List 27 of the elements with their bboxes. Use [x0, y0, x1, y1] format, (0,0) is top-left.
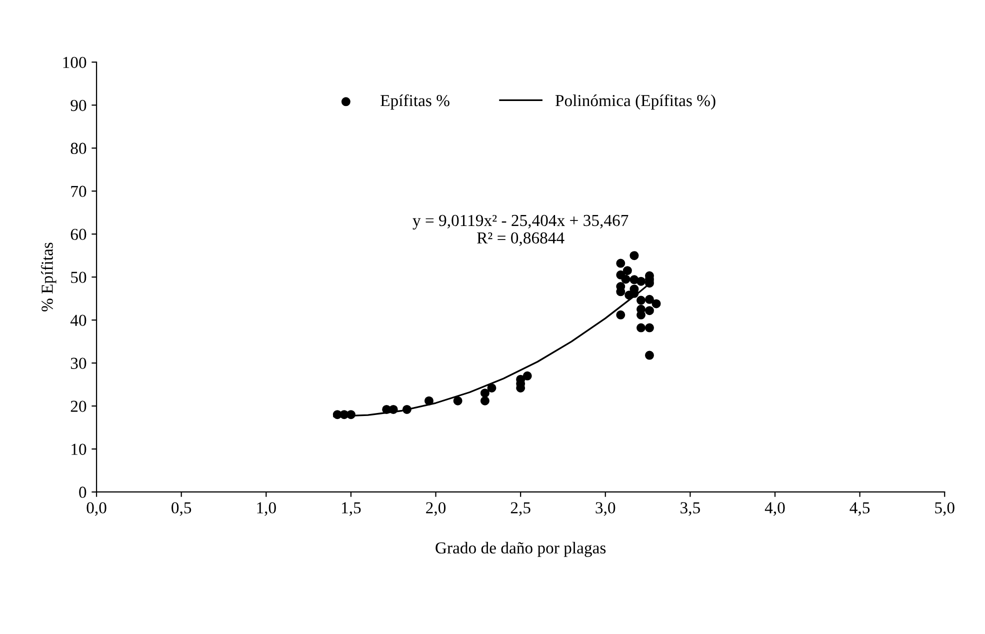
y-tick-label: 20: [70, 400, 86, 412]
x-tick-label: 5,0: [935, 502, 954, 516]
x-tick-label: 2,5: [510, 502, 530, 516]
x-tick-label: 1,5: [342, 502, 361, 516]
y-tick-label: 70: [71, 186, 86, 198]
y-tick-label: 100: [63, 56, 86, 68]
x-tick-label: 4,5: [850, 502, 870, 516]
y-axis-title: % Epífitas: [40, 242, 56, 312]
x-tick-label: 3,5: [680, 502, 700, 516]
x-tick-label: 2,0: [426, 502, 446, 516]
x-axis-title: Grado de daño por plagas: [436, 542, 606, 557]
y-tick-label: 90: [70, 100, 86, 112]
legend-label: Epífitas %: [380, 94, 450, 110]
x-tick-label: 1,0: [257, 502, 276, 516]
x-tick-label: 0,5: [172, 502, 192, 516]
y-tick-label: 50: [71, 272, 86, 284]
legend-label: Polinómica (Epífitas %): [555, 94, 716, 110]
y-tick-label: 0: [79, 486, 86, 498]
y-tick-label: 10: [72, 444, 86, 455]
y-tick-label: 30: [70, 358, 86, 369]
x-tick-label: 4,0: [764, 502, 785, 516]
y-tick-label: 80: [70, 142, 86, 154]
y-tick-label: 60: [70, 228, 86, 240]
annotation: y = 9,0119x² - 25,404x + 35,467 R² = 0,86844: [412, 214, 628, 246]
x-tick-label: 3,0: [596, 502, 616, 516]
y-tick-label: 40: [70, 314, 86, 326]
x-tick-label: 0,0: [86, 502, 106, 516]
